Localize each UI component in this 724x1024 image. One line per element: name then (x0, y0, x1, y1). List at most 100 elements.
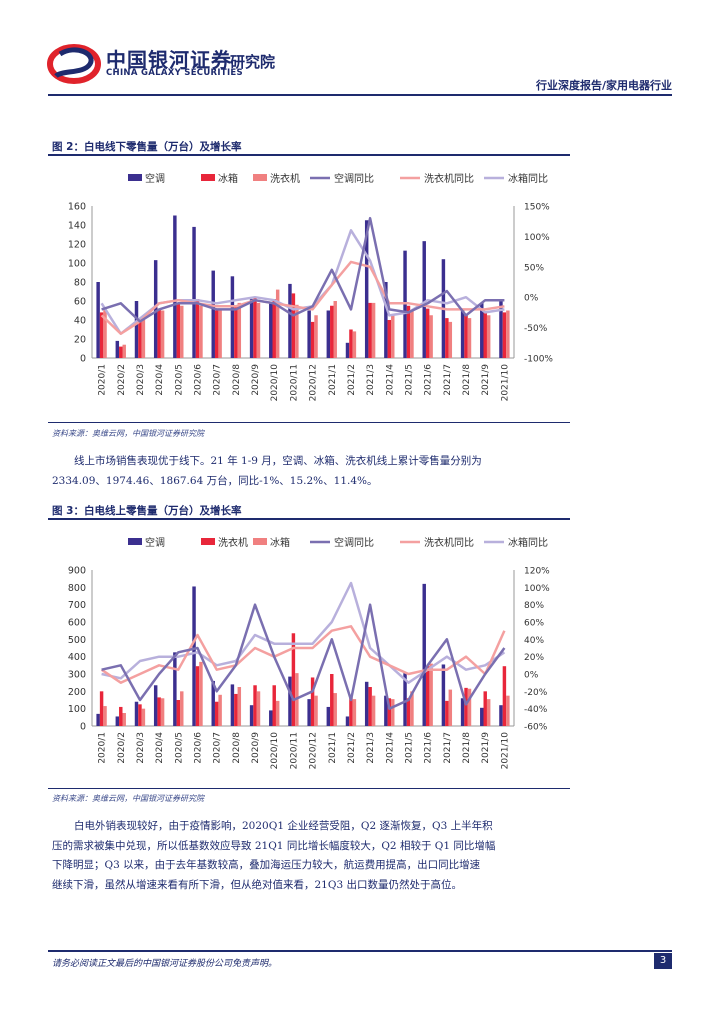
bar (157, 308, 161, 358)
bar (291, 633, 296, 726)
bar (253, 685, 257, 726)
bar (288, 283, 292, 358)
figure2-title: 图 2：白电线下零售量（万台）及增长率 (52, 141, 242, 153)
bar (307, 699, 311, 726)
bar (391, 699, 395, 726)
bar (391, 315, 395, 358)
legend-label: 空调 (145, 536, 165, 549)
bar (364, 220, 369, 358)
bar (96, 282, 100, 358)
y-tick-label: 160 (68, 202, 86, 213)
bar (134, 701, 139, 726)
bar (99, 691, 104, 726)
bar (352, 699, 357, 726)
y-tick-label: 900 (68, 566, 86, 577)
series-line (101, 216, 505, 323)
x-tick-label: 2021/5 (405, 364, 415, 396)
bar (326, 310, 331, 358)
bar (403, 673, 407, 726)
legend-label: 洗衣机 (218, 536, 248, 549)
bar (349, 329, 353, 358)
x-tick-label: 2020/7 (213, 364, 223, 396)
bar (499, 301, 503, 358)
figure3-title: 图 3：白电线上零售量（万台）及增长率 (52, 505, 242, 517)
bar (234, 693, 238, 726)
bar (249, 299, 254, 358)
bar (115, 716, 120, 726)
bar (326, 706, 331, 726)
paragraph-online-sales: 线上市场销售表现优于线下。21 年 1-9 月，空调、冰箱、洗衣机线上累计零售量… (52, 452, 572, 491)
bar (506, 310, 510, 358)
y-tick-label: 80 (74, 278, 86, 289)
x-tick-label: 2020/9 (251, 364, 261, 396)
y2-tick-label: 150% (524, 203, 550, 213)
x-tick-label: 2021/10 (500, 732, 510, 770)
bar (218, 308, 222, 358)
page-number: 3 (654, 953, 672, 969)
y2-tick-label: 0% (524, 671, 539, 681)
y2-tick-label: 50% (524, 263, 544, 273)
report-type: 行业深度报告/家用电器行业 (535, 79, 672, 92)
bar (410, 310, 414, 358)
x-tick-label: 2020/12 (309, 364, 319, 401)
y-tick-label: 400 (68, 652, 86, 663)
bar (445, 700, 449, 726)
legend-label: 冰箱同比 (508, 536, 548, 549)
legend-label: 空调 (145, 172, 165, 185)
bar (153, 260, 158, 358)
brand-subtitle: 研究院 (230, 53, 276, 71)
x-tick-label: 2021/7 (443, 732, 453, 764)
brand-name: 中国银河证券 (106, 48, 232, 72)
figure2-top-rule (48, 154, 570, 156)
bar (230, 684, 235, 726)
bar (387, 698, 392, 726)
bar (506, 695, 510, 726)
paragraph-line: 压的需求被集中兑现，所以低基数效应导致 21Q1 同比增长幅度较大，Q2 相较于… (52, 839, 496, 852)
paragraph-line: 白电外销表现较好，由于疫情影响，2020Q1 企业经营受阻，Q2 逐渐恢复，Q3… (74, 820, 493, 832)
bar (199, 661, 203, 726)
bar (371, 695, 376, 726)
y2-tick-label: -50% (524, 324, 548, 334)
bar (214, 310, 219, 358)
figure3-chart: 空调 洗衣机 冰箱 空调同比 洗衣机同比 冰箱同比 0 100 200 300 400 500 600 7… (68, 536, 550, 770)
bar (275, 289, 280, 358)
bar (153, 685, 158, 726)
bar (119, 346, 123, 358)
bar (345, 342, 350, 358)
series-line (101, 603, 506, 710)
x-tick-label: 2020/2 (117, 364, 127, 396)
x-tick-label: 2021/5 (405, 732, 415, 764)
bar (425, 666, 430, 726)
bar (176, 302, 181, 358)
bar (256, 302, 261, 358)
y-tick-label: 120 (68, 240, 86, 251)
bar (269, 710, 273, 726)
x-tick-label: 2020/4 (155, 364, 165, 396)
x-tick-label: 2020/11 (289, 732, 299, 769)
legend-swatch (253, 538, 267, 545)
bar (330, 674, 334, 726)
bar (460, 698, 465, 726)
y-tick-label: 60 (74, 297, 86, 308)
bar (192, 226, 196, 358)
y-tick-label: 200 (68, 687, 86, 698)
bar (272, 685, 276, 726)
bar (384, 695, 388, 726)
paragraph-line: 2334.09、1974.46、1867.64 万台，同比-1%、15.2%、1… (52, 474, 378, 487)
bar (310, 321, 315, 358)
x-tick-label: 2020/10 (270, 364, 280, 402)
x-tick-label: 2020/5 (174, 732, 184, 764)
bar (211, 270, 215, 358)
x-tick-label: 2020/10 (270, 732, 280, 770)
y2-tick-label: 100% (524, 233, 550, 243)
x-tick-label: 2021/3 (366, 732, 376, 764)
bar (410, 691, 414, 726)
bar (122, 344, 126, 358)
bar (119, 706, 123, 726)
series-line (101, 581, 506, 684)
bar (502, 666, 507, 726)
legend-label: 空调同比 (334, 536, 374, 549)
paragraph-line: 下降明显；Q3 以来，由于去年基数较高，叠加海运压力较大，航运费用提高，出口同比… (52, 859, 481, 871)
brand-english: CHINA GALAXY SECURITIES (106, 68, 243, 78)
y-tick-label: 700 (68, 600, 86, 611)
